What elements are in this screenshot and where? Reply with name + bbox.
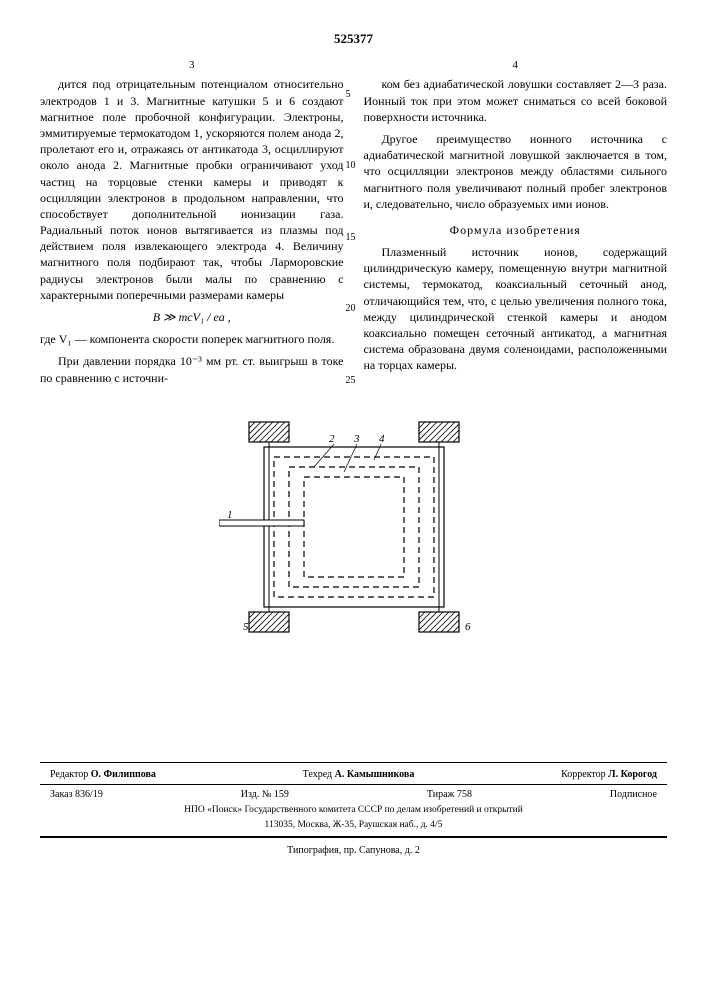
tech: Техред А. Камышникова xyxy=(303,768,415,782)
svg-text:2: 2 xyxy=(329,433,335,445)
claims-title: Формула изобретения xyxy=(364,222,668,238)
col-label-left: 3 xyxy=(40,58,344,73)
left-p1: дится под отрицательным потенциалом отно… xyxy=(40,76,344,303)
svg-text:3: 3 xyxy=(353,433,360,445)
corrector: Корректор Л. Корогод xyxy=(561,768,657,782)
text-columns: 3 дится под отрицательным потенциалом от… xyxy=(40,58,667,392)
footer-order: Заказ 836/19 Изд. № 159 Тираж 758 Подпис… xyxy=(40,787,667,803)
svg-text:1: 1 xyxy=(227,509,233,521)
ln: 5 xyxy=(346,88,356,102)
footer-credits: Редактор О. Филиппова Техред А. Камышник… xyxy=(40,767,667,783)
left-column: 3 дится под отрицательным потенциалом от… xyxy=(40,58,344,392)
order: Заказ 836/19 xyxy=(50,788,103,802)
right-p1: ком без адиабатической ловушки составляе… xyxy=(364,76,668,125)
figure: 1 2 3 4 5 6 xyxy=(40,412,667,642)
svg-text:6: 6 xyxy=(465,621,471,633)
ln: 25 xyxy=(346,374,356,388)
ln: 15 xyxy=(346,231,356,245)
footer-block: Редактор О. Филиппова Техред А. Камышник… xyxy=(40,762,667,838)
footer-org: НПО «Поиск» Государственного комитета СС… xyxy=(40,803,667,818)
ln: 10 xyxy=(346,159,356,173)
right-p3: Плазменный источник ионов, содержащий ци… xyxy=(364,244,668,374)
left-p2: где V₁ — компонента скорости поперек маг… xyxy=(40,331,344,347)
tirazh: Тираж 758 xyxy=(427,788,472,802)
diagram-svg: 1 2 3 4 5 6 xyxy=(219,412,489,642)
col-label-right: 4 xyxy=(364,58,668,73)
svg-text:4: 4 xyxy=(379,433,385,445)
formula: B ≫ mcV₁ / ea , xyxy=(40,309,344,325)
footer-address: 113035, Москва, Ж-35, Раушская наб., д. … xyxy=(40,818,667,833)
right-column: 4 ком без адиабатической ловушки составл… xyxy=(364,58,668,392)
line-numbers: 5 10 15 20 25 xyxy=(346,58,356,388)
left-p3: При давлении порядка 10⁻³ мм рт. ст. выи… xyxy=(40,353,344,385)
sign: Подписное xyxy=(610,788,657,802)
editor: Редактор О. Филиппова xyxy=(50,768,156,782)
izd: Изд. № 159 xyxy=(241,788,289,802)
svg-text:5: 5 xyxy=(243,621,249,633)
patent-number: 525377 xyxy=(40,30,667,48)
right-p2: Другое преимущество ионного источника с … xyxy=(364,131,668,212)
typography-line: Типография, пр. Сапунова, д. 2 xyxy=(40,844,667,858)
ln: 20 xyxy=(346,302,356,316)
